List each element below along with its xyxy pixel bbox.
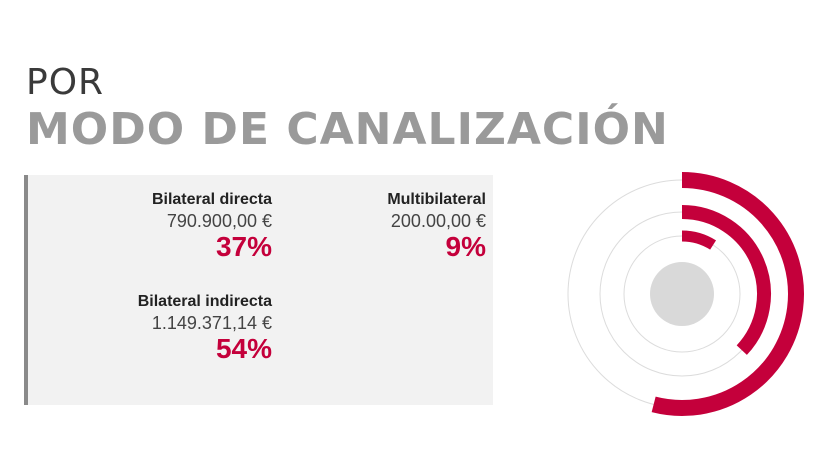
chart-center <box>650 262 714 326</box>
item-multibilateral: Multibilateral 200.00,00 € 9% <box>387 191 486 261</box>
item-bilateral-directa: Bilateral directa 790.900,00 € 37% <box>152 191 272 261</box>
stats-panel <box>24 175 493 405</box>
arc-bilateral-directa <box>681 205 771 355</box>
item-label: Bilateral directa <box>151 191 272 208</box>
item-amount: 200.00,00 € <box>390 211 486 231</box>
item-percent: 37% <box>215 231 272 262</box>
item-label: Bilateral indirecta <box>137 293 272 310</box>
title-line-1: POR <box>26 62 105 103</box>
arc-bilateral-indirecta <box>651 172 804 416</box>
item-amount: 1.149.371,14 € <box>151 313 272 333</box>
item-label: Multibilateral <box>387 191 486 208</box>
item-percent: 9% <box>445 231 486 262</box>
arc-multibilateral <box>681 230 717 250</box>
page-title: MODO DE CANALIZACIÓN <box>26 104 669 155</box>
item-percent: 54% <box>215 333 272 364</box>
panel-accent-bar <box>24 175 28 405</box>
item-bilateral-indirecta: Bilateral indirecta 1.149.371,14 € 54% <box>138 293 272 363</box>
item-amount: 790.900,00 € <box>166 211 272 231</box>
